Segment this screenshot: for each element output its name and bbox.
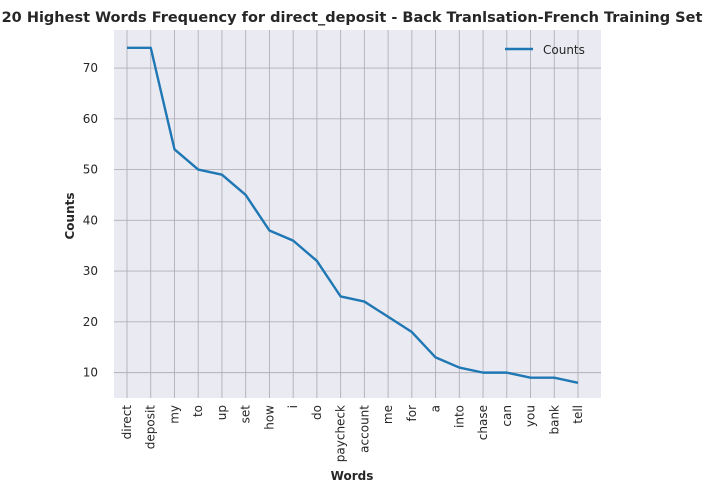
y-axis-label: Counts bbox=[63, 192, 77, 239]
x-tick-label-i: i bbox=[286, 405, 300, 408]
x-tick-label-can: can bbox=[500, 405, 514, 427]
x-axis-label: Words bbox=[331, 469, 374, 483]
series-line-counts bbox=[127, 46, 579, 384]
x-tick-label-my: my bbox=[167, 405, 181, 424]
x-tick-label-for: for bbox=[405, 405, 419, 422]
x-tick-label-account: account bbox=[357, 405, 371, 453]
legend-label-counts: Counts bbox=[543, 43, 585, 57]
x-tick-label-paycheck: paycheck bbox=[334, 405, 348, 462]
y-tick-label: 10 bbox=[83, 366, 98, 380]
x-tick-label-into: into bbox=[452, 405, 466, 428]
grid-lines bbox=[114, 30, 601, 398]
x-tick-label-do: do bbox=[310, 405, 324, 420]
legend: Counts bbox=[505, 43, 585, 57]
plot-area bbox=[114, 30, 601, 398]
x-tick-label-deposit: deposit bbox=[144, 405, 158, 450]
x-tick-label-up: up bbox=[215, 405, 229, 420]
chart-title: 20 Highest Words Frequency for direct_de… bbox=[2, 10, 703, 26]
y-tick-label: 30 bbox=[83, 264, 98, 278]
x-tick-label-direct: direct bbox=[120, 405, 134, 440]
series-layer bbox=[126, 46, 579, 384]
x-tick-label-set: set bbox=[239, 405, 253, 424]
x-tick-label-tell: tell bbox=[571, 405, 585, 424]
y-tick-labels: 10 20 30 40 50 60 70 bbox=[83, 61, 98, 380]
y-tick-label: 40 bbox=[83, 213, 98, 227]
x-tick-label-bank: bank bbox=[547, 405, 561, 435]
y-tick-label: 50 bbox=[83, 163, 98, 177]
y-tick-label: 20 bbox=[83, 315, 98, 329]
x-tick-label-chase: chase bbox=[476, 405, 490, 440]
x-tick-label-you: you bbox=[524, 405, 538, 427]
x-tick-label-a: a bbox=[429, 405, 443, 412]
y-tick-label: 70 bbox=[83, 61, 98, 75]
y-tick-label: 60 bbox=[83, 112, 98, 126]
x-tick-label-to: to bbox=[191, 405, 205, 417]
x-tick-labels: direct deposit my to up set how i do paycheck acco… bbox=[120, 405, 585, 463]
x-tick-label-how: how bbox=[262, 405, 276, 430]
x-tick-label-me: me bbox=[381, 405, 395, 424]
